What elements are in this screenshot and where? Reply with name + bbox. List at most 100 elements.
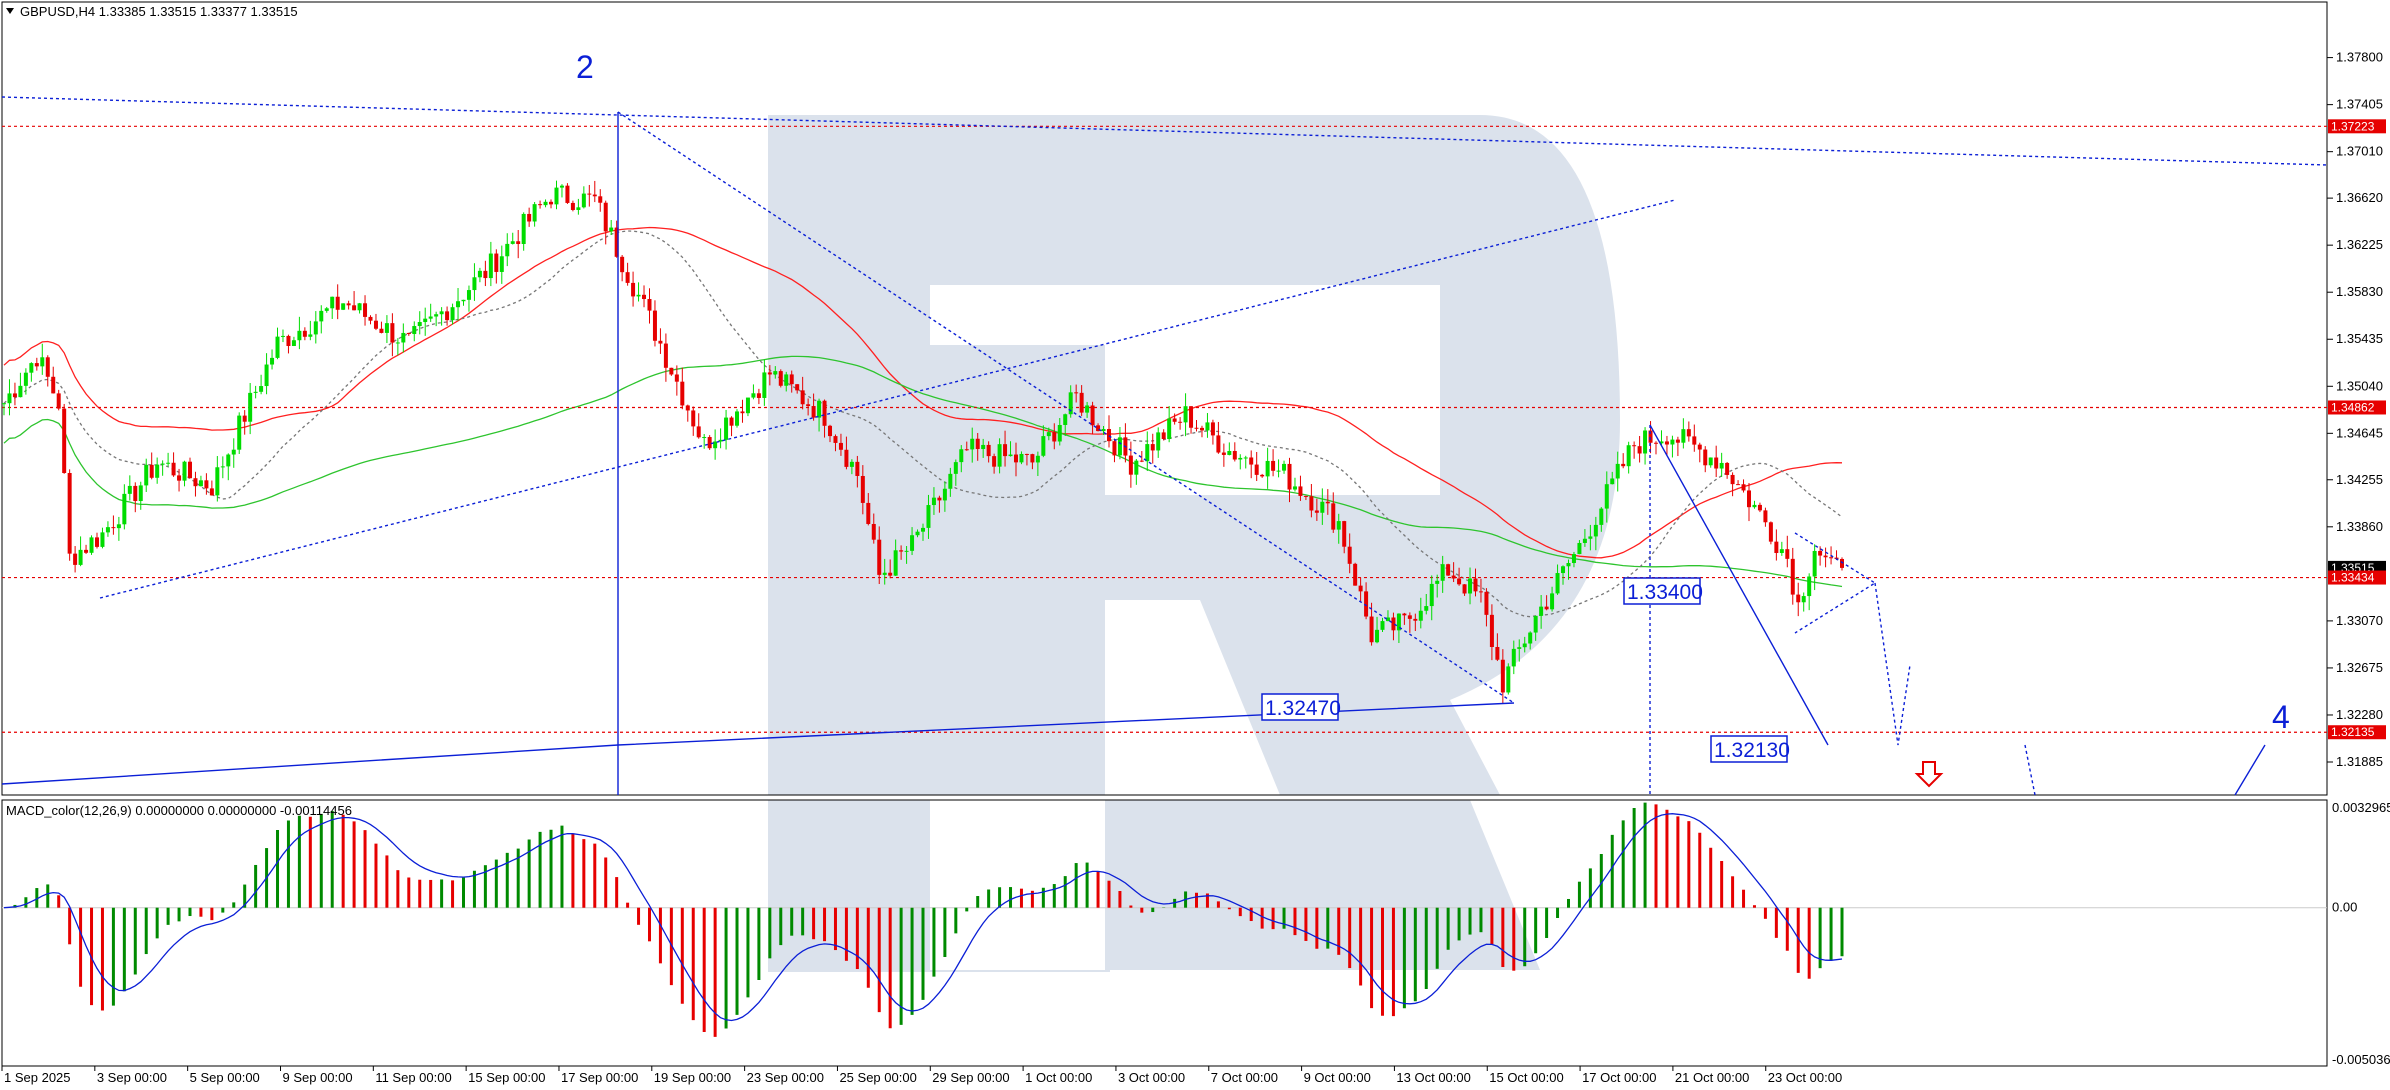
candle-body bbox=[516, 241, 521, 245]
candle-body bbox=[1106, 429, 1111, 442]
candle-body bbox=[242, 415, 247, 422]
price-tick-label: 1.36225 bbox=[2336, 237, 2383, 252]
candle-body bbox=[997, 444, 1002, 467]
level-box-3[interactable]: 1.32130 bbox=[1710, 735, 1790, 763]
candle-body bbox=[1254, 464, 1259, 475]
candle-body bbox=[527, 213, 532, 222]
macd-signal-line bbox=[3, 813, 1843, 1022]
candle-body bbox=[7, 393, 12, 404]
candle-body bbox=[1686, 429, 1691, 437]
candle-body bbox=[434, 314, 439, 317]
wave-channel-diagonal bbox=[617, 111, 1515, 704]
candle-body bbox=[51, 376, 56, 394]
candle-body bbox=[1046, 432, 1051, 437]
candle-body bbox=[94, 537, 99, 547]
candle-body bbox=[477, 270, 482, 278]
candle-body bbox=[379, 328, 384, 333]
candle-body bbox=[116, 524, 121, 529]
candle-body bbox=[1292, 486, 1297, 490]
candle-body bbox=[270, 357, 275, 365]
candle-body bbox=[1593, 524, 1598, 537]
candle-body bbox=[1085, 405, 1090, 413]
candle-body bbox=[1199, 427, 1204, 431]
candle-body bbox=[855, 461, 860, 476]
candle-body bbox=[800, 390, 805, 405]
candle-body bbox=[488, 253, 493, 279]
down-arrow-icon bbox=[1914, 761, 1944, 788]
candle-body bbox=[1407, 615, 1412, 619]
candle-body bbox=[1736, 484, 1741, 486]
candle-body bbox=[264, 364, 269, 387]
candle-body bbox=[948, 473, 953, 489]
candle-body bbox=[1610, 478, 1615, 485]
candle-body bbox=[461, 299, 466, 302]
candle-body bbox=[581, 193, 586, 208]
candle-body bbox=[1320, 501, 1325, 513]
candle-body bbox=[1145, 444, 1150, 462]
price-tick-label: 1.34645 bbox=[2336, 425, 2383, 440]
price-tag-label: 1.37223 bbox=[2331, 119, 2375, 133]
price-pane-frame[interactable] bbox=[1, 1, 2328, 796]
candle-body bbox=[204, 480, 209, 489]
candle-body bbox=[1763, 510, 1768, 523]
level-box-1[interactable]: 1.33400 bbox=[1623, 577, 1703, 605]
candle-body bbox=[472, 277, 477, 291]
candle-body bbox=[636, 294, 641, 297]
candle-body bbox=[1774, 541, 1779, 554]
candle-body bbox=[838, 442, 843, 450]
candle-body bbox=[1561, 566, 1566, 574]
macd-pane-frame[interactable] bbox=[1, 799, 2328, 1067]
candle-body bbox=[964, 449, 969, 451]
candle-body bbox=[280, 335, 285, 337]
candle-body bbox=[1074, 392, 1079, 394]
candle-body bbox=[155, 464, 160, 478]
price-tick-label: 1.35830 bbox=[2336, 284, 2383, 299]
candle-body bbox=[1648, 430, 1653, 443]
candlesticks bbox=[2, 180, 1844, 704]
candle-body bbox=[456, 301, 461, 308]
candle-body bbox=[1489, 614, 1494, 647]
candle-body bbox=[680, 381, 685, 406]
price-tag-box bbox=[2328, 570, 2386, 585]
candle-body bbox=[1730, 474, 1735, 485]
candle-body bbox=[1517, 647, 1522, 649]
candle-body bbox=[1369, 616, 1374, 643]
candle-body bbox=[1790, 558, 1795, 595]
candle-body bbox=[1238, 457, 1243, 460]
price-tag-label: 1.32135 bbox=[2331, 725, 2375, 739]
price-tick-label: 1.33070 bbox=[2336, 613, 2383, 628]
candle-body bbox=[346, 303, 351, 306]
candle-body bbox=[313, 321, 318, 335]
candle-body bbox=[1424, 606, 1429, 611]
candle-body bbox=[363, 303, 368, 317]
candle-body bbox=[248, 392, 253, 422]
candle-body bbox=[1719, 462, 1724, 469]
candle-body bbox=[1303, 495, 1308, 497]
candle-body bbox=[735, 411, 740, 426]
candle-body bbox=[1227, 450, 1232, 455]
candle-body bbox=[1500, 659, 1505, 693]
candle-body bbox=[778, 371, 783, 386]
candle-body bbox=[198, 480, 203, 487]
level-box-2[interactable]: 1.32470 bbox=[1261, 693, 1341, 721]
candle-body bbox=[1189, 406, 1194, 428]
candle-body bbox=[707, 437, 712, 449]
collapse-triangle-icon[interactable] bbox=[6, 8, 14, 14]
candle-body bbox=[1364, 591, 1369, 617]
candle-body bbox=[724, 417, 729, 440]
candle-body bbox=[1336, 521, 1341, 530]
candle-body bbox=[1282, 463, 1287, 471]
candle-body bbox=[1052, 432, 1057, 442]
candle-body bbox=[1692, 436, 1697, 445]
candle-body bbox=[959, 449, 964, 463]
candle-body bbox=[1117, 437, 1122, 456]
candle-body bbox=[259, 386, 264, 392]
candle-body bbox=[1139, 460, 1144, 462]
candle-body bbox=[669, 367, 674, 375]
candle-body bbox=[1008, 454, 1013, 457]
price-tick-label: 1.37010 bbox=[2336, 144, 2383, 159]
candle-body bbox=[1128, 455, 1133, 475]
candle-body bbox=[833, 436, 838, 443]
candle-body bbox=[1331, 503, 1336, 530]
